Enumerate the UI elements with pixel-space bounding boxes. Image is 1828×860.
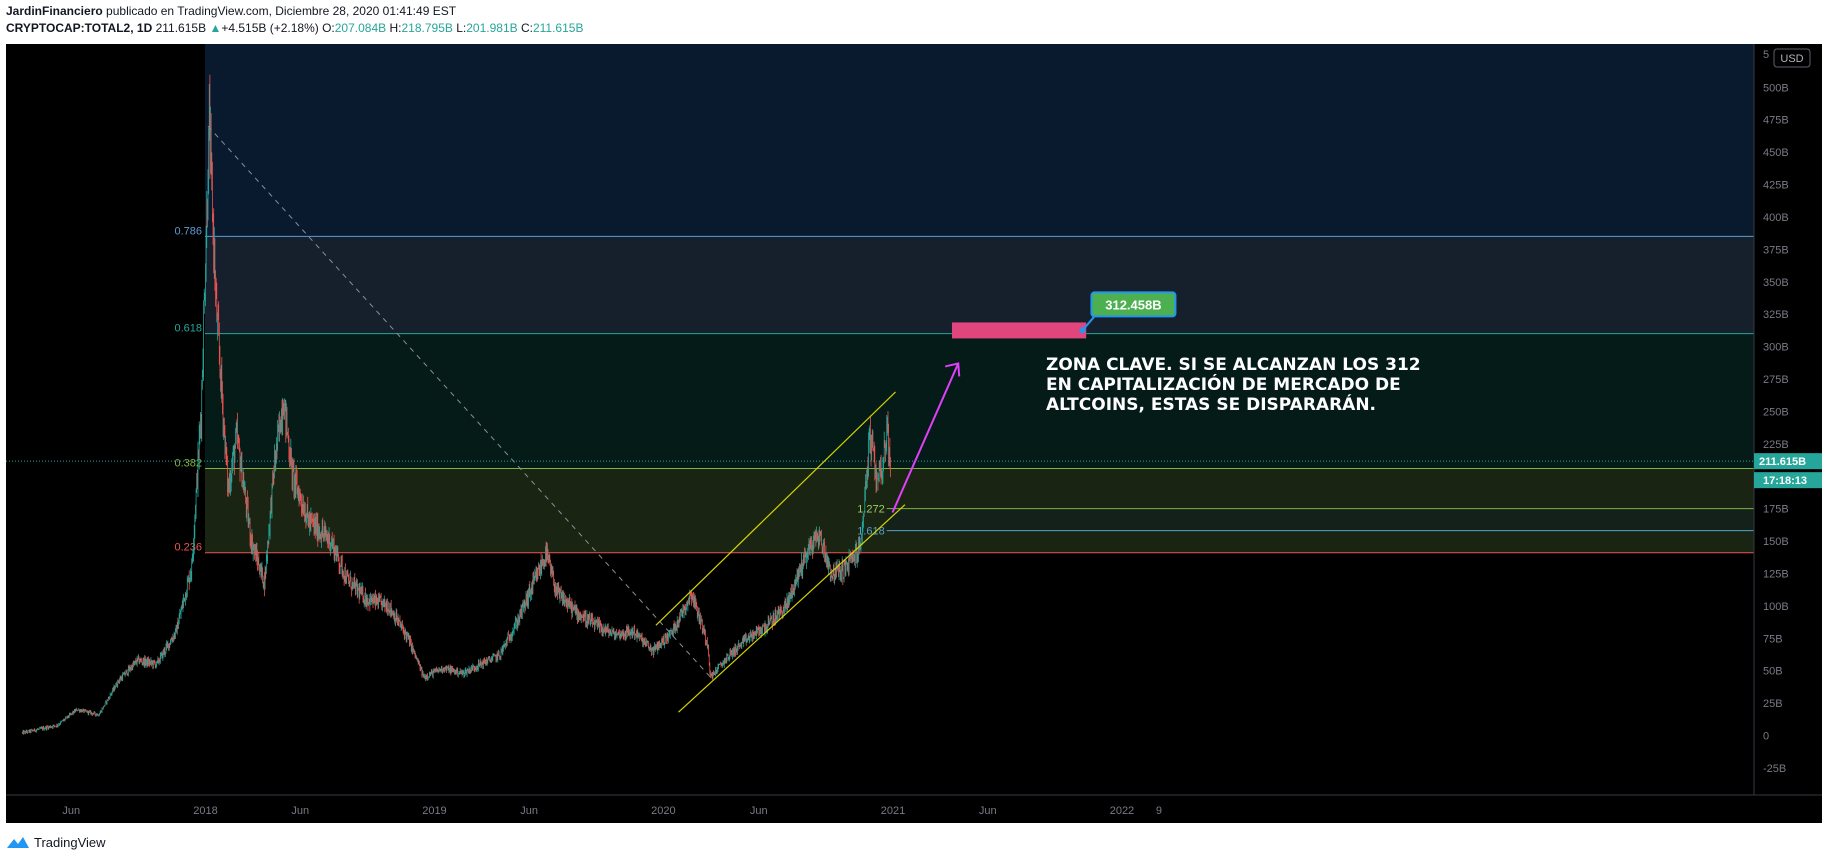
time-tick-label: 2021	[881, 805, 905, 817]
price-axis-background	[1754, 44, 1822, 795]
fib-label-0786: 0.786	[174, 225, 202, 237]
price-tick-label: 475B	[1763, 115, 1789, 127]
channel-upper-line[interactable]	[655, 391, 896, 626]
high-value: 218.795B	[401, 21, 453, 35]
price-change: +4.515B (+2.18%)	[221, 21, 319, 35]
price-tick-label: 25B	[1763, 698, 1783, 710]
price-tick-label: 50B	[1763, 666, 1783, 678]
price-tick-label: -25B	[1763, 763, 1786, 775]
chart-header: JardinFinanciero publicado en TradingVie…	[6, 4, 1816, 40]
arrow-head-icon	[945, 362, 961, 377]
note-line: ZONA CLAVE. SI SE ALCANZAN LOS 312	[1046, 355, 1421, 375]
price-tick-label: 175B	[1763, 504, 1789, 516]
fib-zone-0618-0382	[205, 333, 1754, 469]
price-tick-label: 225B	[1763, 439, 1789, 451]
fib-ext-label-1272: 1.272	[857, 504, 885, 516]
callout-box[interactable]	[1090, 291, 1177, 318]
callout-anchor-dot	[1079, 327, 1086, 334]
callout-value: 312.458B	[1105, 297, 1161, 312]
price-tick-label: 375B	[1763, 244, 1789, 256]
fib-label-0618: 0.618	[174, 323, 202, 335]
drawings: 312.458B ZONA CLAVE. SI SE ALCANZAN LOS 3…	[207, 125, 1421, 713]
currency-button[interactable]	[1773, 48, 1811, 68]
time-axis-background	[6, 795, 1822, 823]
price-tick-label: 275B	[1763, 374, 1789, 386]
published-text: publicado en TradingView.com, Diciembre …	[106, 4, 457, 18]
time-tick-label: Jun	[291, 805, 309, 817]
change-arrow-icon: ▲	[209, 21, 222, 35]
time-tick-label: 9	[1156, 805, 1162, 817]
axes: -25B025B50B75B100B125B150B175B200B225B25…	[6, 44, 1822, 817]
tradingview-logo-icon	[7, 837, 29, 848]
fib-zones: 0.786 0.618 0.382 0.236 1.272 1.618	[6, 44, 1822, 823]
price-tick-label: 250B	[1763, 406, 1789, 418]
fib-anchor-trendline	[207, 125, 711, 678]
price-tick-label: 350B	[1763, 277, 1789, 289]
time-tick-label: Jun	[520, 805, 538, 817]
time-tick-label: Jun	[62, 805, 80, 817]
open-label: O:	[322, 21, 335, 35]
symbol-label: CRYPTOCAP:TOTAL2, 1D	[6, 21, 153, 35]
target-zone-box[interactable]	[951, 322, 1087, 339]
countdown-tag-label: 17:18:13	[1763, 475, 1807, 487]
price-tick-label: 500B	[1763, 82, 1789, 94]
countdown-tag	[1754, 472, 1822, 489]
note-line: EN CAPITALIZACIÓN DE MERCADO DE	[1046, 373, 1401, 395]
fib-ext-label-1618: 1.618	[857, 526, 885, 538]
price-tick-label: 75B	[1763, 633, 1783, 645]
price-tick-label: 450B	[1763, 147, 1789, 159]
author-name[interactable]: JardinFinanciero	[6, 4, 103, 18]
fib-zone-0786-0618	[205, 236, 1754, 334]
currency-button-label: USD	[1780, 53, 1803, 65]
price-tick-label: 5	[1763, 49, 1769, 61]
price-tick-label: 325B	[1763, 309, 1789, 321]
projection-arrow[interactable]	[891, 363, 960, 513]
last-price: 211.615B	[155, 21, 207, 35]
price-tick-label: 300B	[1763, 342, 1789, 354]
price-tick-label: 100B	[1763, 601, 1789, 613]
price-tick-label: 400B	[1763, 212, 1789, 224]
time-tick-label: 2018	[193, 805, 217, 817]
fib-extension-zone	[886, 508, 1754, 531]
low-value: 201.981B	[466, 21, 518, 35]
low-label: L:	[456, 21, 467, 35]
time-tick-label: 2022	[1110, 805, 1134, 817]
note-line: ALTCOINS, ESTAS SE DISPARARÁN.	[1046, 393, 1376, 415]
close-label: C:	[520, 21, 533, 35]
time-tick-label: Jun	[750, 805, 768, 817]
candles	[21, 74, 891, 735]
high-label: H:	[389, 21, 402, 35]
time-tick-label: 2020	[651, 805, 675, 817]
brand-label[interactable]: TradingView	[34, 834, 106, 850]
time-tick-label: 2019	[422, 805, 446, 817]
last-price-tag	[1754, 453, 1822, 470]
footer: TradingView	[6, 832, 106, 852]
fib-zone-top	[205, 44, 1754, 237]
fib-label-0236: 0.236	[174, 542, 202, 554]
price-tick-label: 150B	[1763, 536, 1789, 548]
channel-lower-line[interactable]	[678, 504, 906, 713]
time-tick-label: Jun	[979, 805, 997, 817]
last-price-tag-label: 211.615B	[1759, 456, 1806, 468]
close-value: 211.615B	[532, 21, 584, 35]
price-tick-label: 125B	[1763, 568, 1789, 580]
callout-pointer	[1081, 315, 1096, 332]
price-tick-label: 0	[1763, 731, 1769, 743]
open-value: 207.084B	[334, 21, 387, 35]
price-tick-label: 425B	[1763, 180, 1789, 192]
fib-label-0382: 0.382	[174, 457, 202, 469]
